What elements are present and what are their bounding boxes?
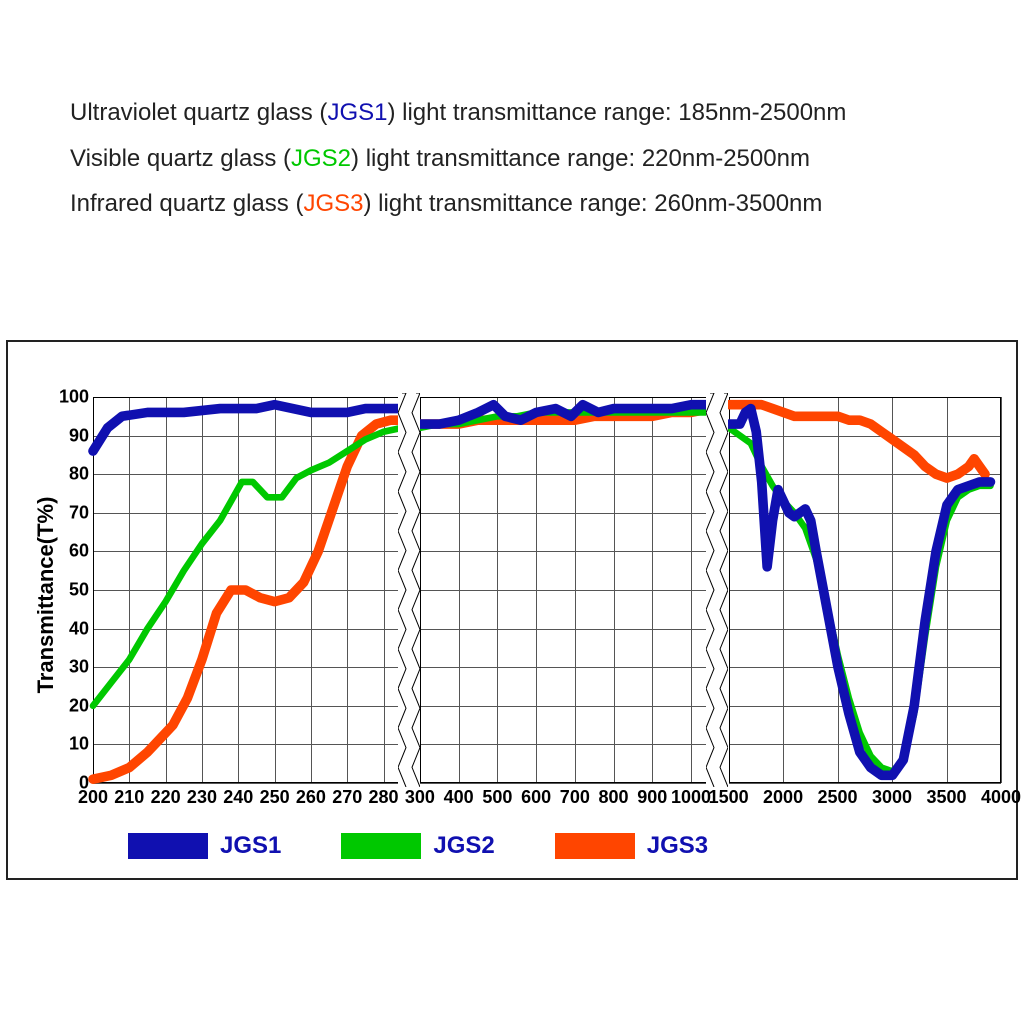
line3-tag: JGS3 [303,190,363,217]
legend-label: JGS1 [220,832,281,860]
chart-panel: 3004005006007008009001000 [420,397,711,783]
y-tick-label: 60 [69,541,89,562]
x-tick-label: 3000 [872,787,912,808]
y-tick-label: 40 [69,618,89,639]
x-tick-label: 250 [260,787,290,808]
plot-area: 0102030405060708090100200210220230240250… [93,397,1001,783]
x-tick-label: 220 [151,787,181,808]
legend-swatch [128,833,208,859]
x-tick-label: 600 [521,787,551,808]
line2-pre: Visible quartz glass ( [70,145,291,172]
y-axis-label: Transmittance(T%) [33,495,59,695]
x-tick-label: 500 [482,787,512,808]
x-tick-label: 2500 [818,787,858,808]
legend-item: JGS1 [128,832,281,860]
x-tick-label: 260 [296,787,326,808]
line3-pre: Infrared quartz glass ( [70,190,303,217]
line2-tag: JGS2 [291,145,351,172]
x-tick-label: 280 [369,787,399,808]
x-tick-label: 400 [444,787,474,808]
x-tick-label: 1500 [709,787,749,808]
legend-item: JGS2 [341,832,494,860]
y-tick-label: 20 [69,695,89,716]
line1-pre: Ultraviolet quartz glass ( [70,99,327,126]
x-tick-label: 210 [114,787,144,808]
x-tick-label: 240 [223,787,253,808]
y-tick-label: 70 [69,502,89,523]
chart-panel: 200210220230240250260270280 [93,397,402,783]
y-tick-label: 80 [69,464,89,485]
chart-panel: 150020002500300035004000 [729,397,1001,783]
line2-post: ) light transmittance range: 220nm-2500n… [351,145,810,172]
legend-item: JGS3 [555,832,708,860]
x-tick-label: 3500 [926,787,966,808]
x-tick-label: 230 [187,787,217,808]
y-tick-label: 50 [69,580,89,601]
legend-label: JGS3 [647,832,708,860]
y-tick-label: 30 [69,657,89,678]
x-tick-label: 700 [560,787,590,808]
line1-post: ) light transmittance range: 185nm-2500n… [387,99,846,126]
y-tick-label: 100 [59,387,89,408]
x-tick-label: 200 [78,787,108,808]
x-tick-label: 300 [405,787,435,808]
line3-post: ) light transmittance range: 260nm-3500n… [363,190,822,217]
x-tick-label: 2000 [763,787,803,808]
legend-swatch [555,833,635,859]
legend-label: JGS2 [433,832,494,860]
y-tick-label: 10 [69,734,89,755]
x-tick-label: 900 [637,787,667,808]
chart-container: Transmittance(T%) 0102030405060708090100… [6,340,1018,880]
x-tick-label: 4000 [981,787,1021,808]
x-tick-label: 800 [599,787,629,808]
legend: JGS1 JGS2 JGS3 [128,832,708,860]
legend-swatch [341,833,421,859]
line1-tag: JGS1 [327,99,387,126]
y-tick-label: 90 [69,425,89,446]
x-tick-label: 1000 [671,787,711,808]
description-text: Ultraviolet quartz glass (JGS1) light tr… [70,90,846,227]
x-tick-label: 270 [332,787,362,808]
